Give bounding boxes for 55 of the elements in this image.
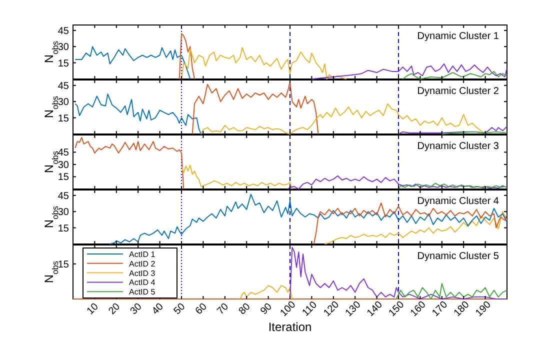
x-tick-label: 110 — [300, 299, 320, 319]
x-tick-label: 150 — [386, 299, 407, 320]
y-tick-label: 45 — [58, 80, 70, 92]
x-tick-label: 130 — [344, 299, 364, 320]
y-tick-label: 30 — [58, 207, 70, 218]
text: Dynamic Cluster 2 — [417, 86, 500, 97]
x-tick-label: 20 — [106, 301, 123, 318]
x-tick-label: 100 — [278, 299, 298, 320]
line-series — [74, 94, 202, 134]
x-axis-title: Iteration — [268, 320, 312, 334]
legend-label: ActID 3 — [129, 268, 156, 278]
x-tick-label: 70 — [215, 301, 232, 318]
line-series — [181, 164, 293, 190]
y-tick-label: 15 — [58, 223, 70, 234]
line-series — [192, 82, 319, 134]
y-tick-label: 15 — [58, 58, 70, 70]
text: Dynamic Cluster 1 — [417, 31, 500, 42]
line-series — [181, 47, 347, 80]
line-series — [311, 63, 507, 80]
y-tick-label: 45 — [58, 148, 70, 159]
y-tick-label: 15 — [58, 113, 70, 124]
line-series — [287, 175, 507, 190]
y-tick-label: 15 — [58, 172, 70, 184]
x-tick-label: 50 — [172, 301, 188, 318]
x-tick-label: 190 — [474, 299, 494, 320]
legend-label: ActID 4 — [129, 278, 156, 288]
legend-label: ActID 5 — [129, 288, 156, 297]
x-tick-label: 180 — [452, 299, 472, 320]
chart-title: Dynamic Cluster 5 — [417, 251, 500, 262]
y-tick-label: 45 — [58, 190, 70, 202]
y-tick-label: 30 — [58, 160, 70, 171]
text: Dynamic Cluster 4 — [417, 196, 500, 207]
line-series — [109, 194, 507, 244]
y-tick-label: 45 — [58, 26, 70, 37]
line-series — [402, 70, 507, 80]
x-tick-label: 30 — [128, 301, 144, 318]
line-series — [178, 33, 196, 80]
x-tick-label: 80 — [237, 301, 253, 318]
line-series — [200, 103, 486, 134]
y-tick-label: 30 — [58, 97, 70, 108]
x-tick-label: 120 — [322, 299, 342, 320]
text: Dynamic Cluster 3 — [417, 141, 500, 152]
x-tick-label: 170 — [430, 299, 450, 320]
x-tick-label: 40 — [150, 301, 166, 318]
line-series — [74, 46, 191, 80]
x-tick-label: 90 — [258, 301, 275, 318]
x-tick-label: 10 — [85, 301, 102, 318]
line-series — [74, 136, 184, 190]
legend-label: ActID 1 — [129, 250, 156, 259]
line-series — [324, 211, 507, 244]
x-tick-label: 60 — [194, 301, 210, 318]
y-tick-label: 30 — [58, 42, 70, 54]
x-tick-label: 140 — [365, 299, 386, 320]
legend-label: ActID 2 — [129, 259, 156, 268]
x-tick-label: 160 — [408, 299, 429, 320]
